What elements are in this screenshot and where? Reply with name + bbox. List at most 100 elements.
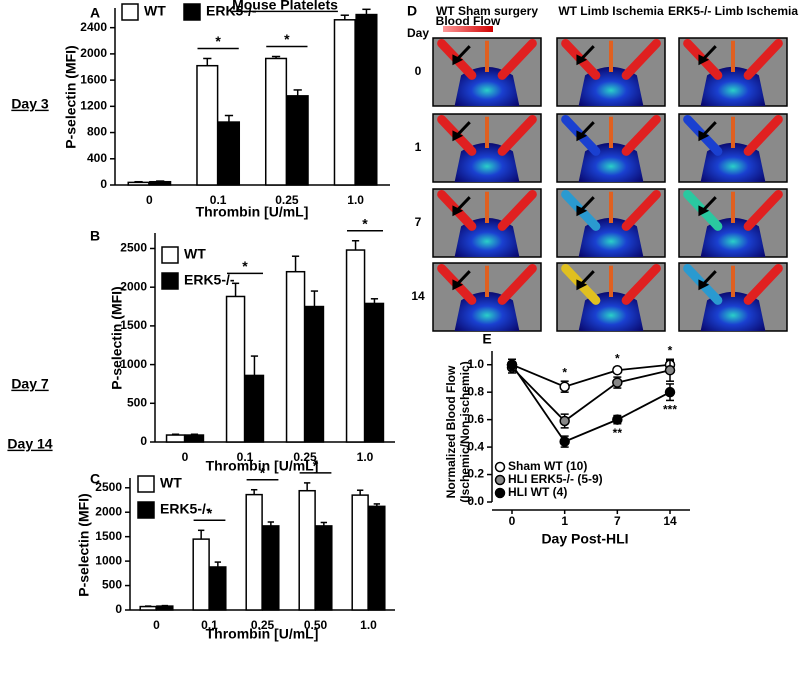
x-axis-label: Thrombin [U/mL] bbox=[196, 204, 309, 220]
row-label: Day 14 bbox=[7, 436, 52, 452]
doppler-leg-right bbox=[497, 189, 537, 231]
x-tick-label: 0.50 bbox=[304, 618, 328, 632]
bar bbox=[244, 374, 265, 443]
legend-label: HLI WT (4) bbox=[508, 485, 567, 499]
y-axis-label: P-selectin (MFI) bbox=[63, 45, 79, 148]
data-point bbox=[559, 381, 570, 392]
panel-label: C bbox=[90, 471, 100, 487]
day-row-label: 1 bbox=[415, 140, 422, 154]
legend-marker bbox=[494, 474, 506, 486]
significance-mark: ** bbox=[613, 426, 623, 440]
y-tick-label: 500 bbox=[127, 395, 147, 409]
legend-label: WT bbox=[144, 3, 166, 19]
doppler-arrow bbox=[701, 270, 717, 286]
bar bbox=[192, 538, 210, 611]
bar bbox=[165, 434, 186, 443]
bar bbox=[355, 13, 378, 186]
y-axis-label: P-selectin (MFI) bbox=[109, 286, 125, 389]
bar bbox=[139, 605, 157, 611]
doppler-arrow-head bbox=[576, 279, 588, 291]
panel-label: E bbox=[482, 331, 491, 347]
x-tick-label: 0.25 bbox=[293, 450, 317, 464]
y-tick-label: 2500 bbox=[120, 241, 147, 255]
y-axis-label: Normalized Blood Flow bbox=[444, 365, 458, 498]
x-axis-label: Day Post-HLI bbox=[541, 531, 628, 547]
doppler-leg-right bbox=[621, 263, 661, 305]
bar bbox=[217, 121, 241, 186]
x-tick-label: 0 bbox=[509, 514, 516, 528]
legend-marker bbox=[494, 461, 506, 473]
data-point bbox=[559, 415, 570, 427]
y-tick-label: 0 bbox=[140, 434, 147, 448]
x-tick-label: 0 bbox=[146, 193, 153, 207]
row-label: Day 3 bbox=[11, 96, 49, 112]
legend-swatch bbox=[161, 246, 179, 264]
y-axis-label: P-selectin (MFI) bbox=[76, 493, 92, 596]
doppler-leg-right bbox=[621, 38, 661, 80]
bar bbox=[351, 494, 369, 611]
doppler-arrow bbox=[701, 196, 717, 212]
y-tick-label: 2000 bbox=[80, 46, 107, 60]
doppler-arrow bbox=[579, 196, 595, 212]
legend-swatch bbox=[183, 3, 201, 21]
bar bbox=[345, 249, 366, 443]
y-tick-label: 0 bbox=[100, 177, 107, 191]
doppler-arrow-head bbox=[698, 54, 710, 66]
x-tick-label: 0 bbox=[153, 618, 160, 632]
y-tick-label: 1.0 bbox=[467, 357, 484, 371]
bar bbox=[285, 270, 306, 443]
day-label: Day bbox=[407, 26, 429, 40]
bar bbox=[368, 505, 386, 611]
y-tick-label: 0.0 bbox=[467, 494, 484, 508]
legend-marker bbox=[494, 487, 506, 499]
significance-mark: * bbox=[284, 31, 290, 47]
doppler-arrow-head bbox=[576, 205, 588, 217]
doppler-leg-right bbox=[743, 189, 783, 231]
x-tick-label: 1.0 bbox=[347, 193, 364, 207]
legend-swatch bbox=[161, 272, 179, 290]
doppler-leg-right bbox=[621, 189, 661, 231]
column-header: WT Sham surgery bbox=[436, 4, 538, 18]
legend-swatch bbox=[121, 3, 139, 21]
panel-label: B bbox=[90, 228, 100, 244]
doppler-leg-right bbox=[743, 263, 783, 305]
y-tick-label: 1000 bbox=[95, 553, 122, 567]
significance-mark: * bbox=[207, 505, 213, 521]
bar bbox=[298, 489, 316, 611]
doppler-leg-right bbox=[743, 38, 783, 80]
y-tick-label: 0 bbox=[115, 602, 122, 616]
day-row-label: 7 bbox=[415, 215, 422, 229]
doppler-arrow bbox=[455, 45, 471, 61]
x-tick-label: 7 bbox=[614, 514, 621, 528]
blood-flow-bar bbox=[443, 26, 493, 32]
doppler-arrow-head bbox=[576, 130, 588, 142]
column-header: ERK5-/- Limb Ischemia bbox=[668, 4, 798, 18]
doppler-leg-right bbox=[497, 38, 537, 80]
x-tick-label: 14 bbox=[663, 514, 677, 528]
y-tick-label: 1000 bbox=[120, 357, 147, 371]
panel-label: D bbox=[407, 3, 417, 19]
x-tick-label: 0 bbox=[182, 450, 189, 464]
y-axis-label: (Ischemic/Non-ischemic) bbox=[458, 361, 472, 502]
y-tick-label: 1500 bbox=[120, 318, 147, 332]
bar bbox=[184, 434, 205, 443]
legend-label: HLI ERK5-/- (5-9) bbox=[508, 472, 603, 486]
data-point bbox=[612, 414, 623, 425]
doppler-arrow bbox=[579, 121, 595, 137]
x-tick-label: 0.25 bbox=[275, 193, 299, 207]
series-line bbox=[511, 363, 671, 388]
legend-label: WT bbox=[184, 246, 206, 262]
doppler-arrow-head bbox=[698, 130, 710, 142]
bar bbox=[315, 525, 333, 611]
significance-mark: * bbox=[313, 458, 319, 474]
data-point bbox=[612, 364, 623, 376]
bar bbox=[304, 305, 325, 443]
bar bbox=[264, 57, 288, 186]
y-tick-label: 1600 bbox=[80, 72, 107, 86]
y-tick-label: 1500 bbox=[95, 529, 122, 543]
y-tick-label: 2000 bbox=[120, 279, 147, 293]
doppler-arrow bbox=[701, 121, 717, 137]
bar bbox=[209, 566, 227, 611]
legend-label: WT bbox=[160, 475, 182, 491]
